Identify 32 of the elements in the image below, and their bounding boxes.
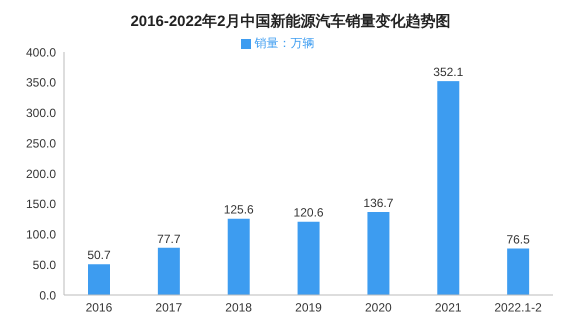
bar [228, 218, 250, 295]
x-tick-label: 2016 [86, 300, 113, 315]
y-tick-label: 150.0 [26, 197, 56, 212]
bar [298, 222, 320, 295]
data-label: 352.1 [433, 65, 464, 80]
data-label: 136.7 [363, 196, 394, 210]
y-tick-label: 400.0 [26, 45, 56, 60]
x-tick-label: 2020 [365, 300, 392, 315]
x-tick-label: 2019 [295, 300, 322, 315]
data-label: 120.6 [294, 206, 324, 220]
y-tick-label: 200.0 [26, 166, 56, 181]
legend-label: 销量：万辆 [254, 36, 314, 50]
bar [88, 264, 110, 295]
y-tick-label: 350.0 [26, 76, 56, 90]
x-tick-label: 2017 [155, 300, 182, 315]
y-tick-label: 100.0 [26, 228, 56, 242]
data-label: 77.7 [157, 232, 181, 246]
y-tick-label: 0.0 [39, 288, 56, 302]
bar [437, 81, 460, 295]
x-tick-label: 2018 [225, 300, 252, 315]
y-tick-label: 300.0 [26, 106, 56, 120]
y-tick-label: 50.0 [32, 258, 56, 272]
chart-title: 2016-2022年2月中国新能源汽车销量变化趋势图 [129, 12, 452, 31]
x-tick-label: 2021 [434, 300, 462, 315]
data-label: 50.7 [87, 248, 111, 262]
data-label: 125.6 [224, 202, 254, 217]
bar [367, 212, 390, 295]
data-label: 76.5 [506, 232, 530, 247]
bar [158, 248, 180, 295]
x-tick-label: 2022.1-2 [494, 300, 542, 315]
bar [507, 248, 530, 295]
y-tick-label: 250.0 [26, 136, 56, 150]
